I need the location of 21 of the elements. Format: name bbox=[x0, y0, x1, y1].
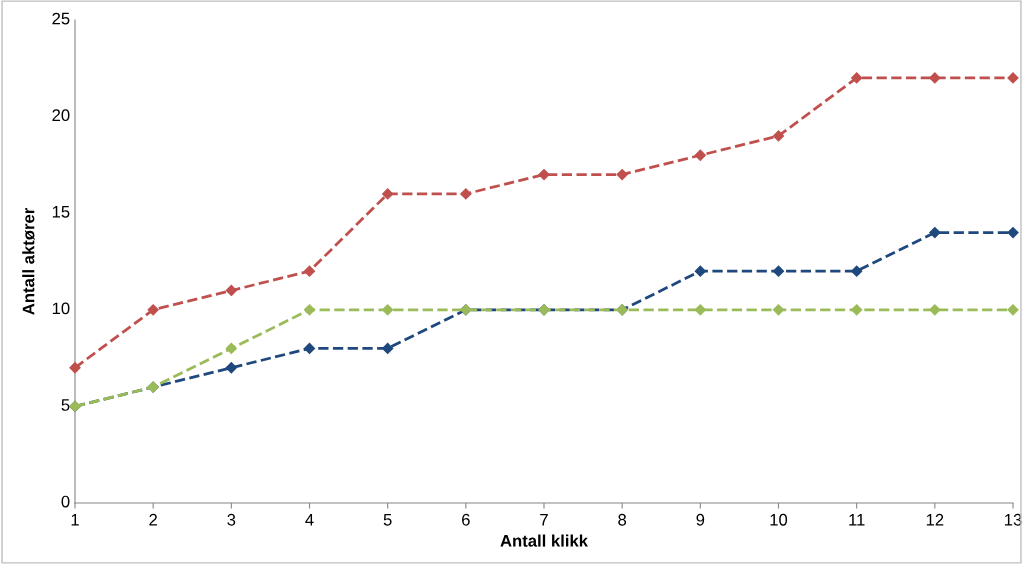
y-tick-label: 20 bbox=[52, 109, 70, 122]
x-tick-label: 2 bbox=[149, 513, 157, 526]
y-tick-label: 15 bbox=[52, 206, 70, 218]
x-tick-label: 8 bbox=[618, 513, 627, 526]
y-axis-title: Antall aktører bbox=[22, 208, 35, 315]
x-tick-label: 13 bbox=[1005, 513, 1022, 526]
y-tick-label: 0 bbox=[61, 495, 70, 508]
x-tick-label: 12 bbox=[926, 513, 944, 526]
x-axis-title: Antall klikk bbox=[500, 534, 589, 547]
x-tick-label: 6 bbox=[462, 513, 470, 526]
x-tick-label: 7 bbox=[540, 514, 548, 526]
x-tick-label: 3 bbox=[227, 513, 236, 526]
x-tick-label: 4 bbox=[305, 514, 314, 526]
x-tick-label: 10 bbox=[770, 513, 788, 526]
y-tick-label: 10 bbox=[52, 302, 70, 315]
x-tick-label: 1 bbox=[71, 514, 79, 526]
x-tick-label: 9 bbox=[696, 513, 705, 526]
x-tick-label: 11 bbox=[849, 514, 865, 526]
x-tick-label: 5 bbox=[383, 514, 392, 526]
y-tick-label: 25 bbox=[52, 12, 70, 25]
y-tick-label: 5 bbox=[61, 399, 70, 411]
